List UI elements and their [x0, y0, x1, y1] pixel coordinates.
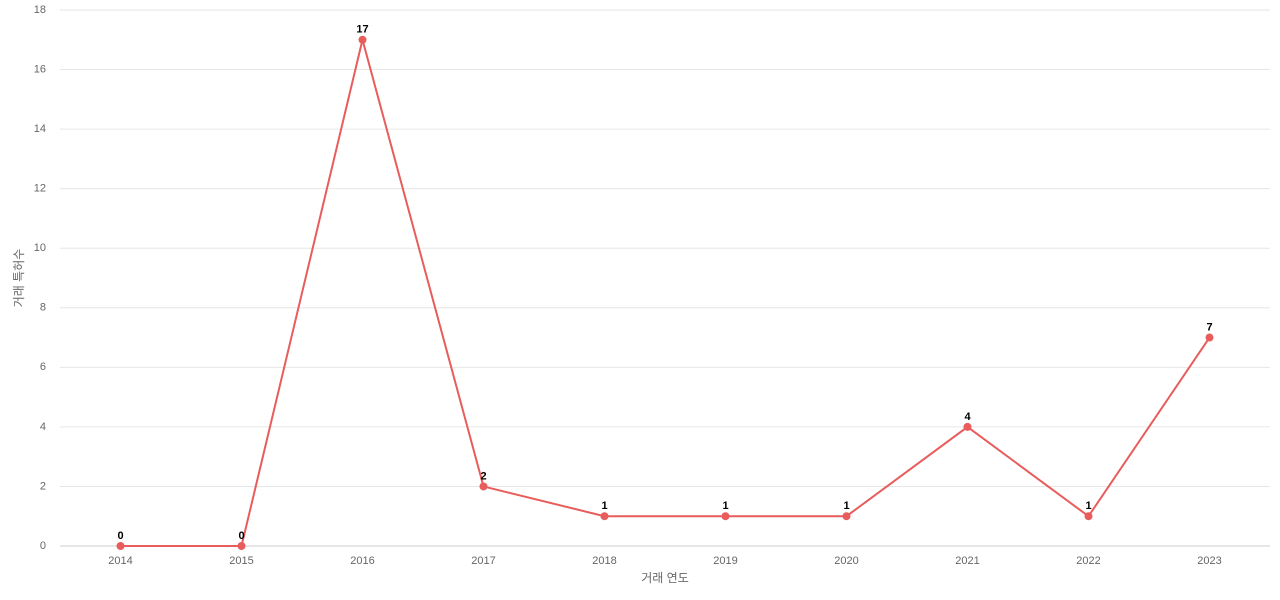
y-tick-label: 14 [34, 123, 46, 135]
x-tick-label: 2023 [1197, 555, 1221, 567]
x-tick-label: 2014 [108, 555, 132, 567]
x-tick-label: 2018 [592, 555, 616, 567]
data-line [120, 39, 1211, 547]
y-tick-label: 0 [40, 540, 46, 552]
y-tick-label: 2 [40, 480, 46, 492]
y-tick-label: 10 [34, 242, 46, 254]
y-tick-label: 18 [34, 4, 46, 16]
data-label: 1 [601, 500, 607, 512]
data-label: 1 [843, 500, 849, 512]
data-point [963, 422, 972, 431]
x-tick-label: 2019 [713, 555, 737, 567]
data-point [358, 35, 367, 44]
data-label: 17 [356, 24, 368, 36]
data-point [600, 512, 609, 521]
x-axis-title: 거래 연도 [641, 571, 689, 585]
data-point [479, 482, 488, 491]
data-label: 7 [1206, 321, 1212, 333]
y-tick-label: 6 [40, 361, 46, 373]
y-tick-label: 16 [34, 63, 46, 75]
x-tick-label: 2015 [229, 555, 253, 567]
data-label: 4 [964, 411, 971, 423]
x-tick-label: 2020 [834, 555, 858, 567]
y-tick-label: 4 [40, 421, 46, 433]
y-tick-label: 8 [40, 302, 46, 314]
x-tick-label: 2016 [350, 555, 374, 567]
data-point [1205, 333, 1214, 342]
y-tick-label: 12 [34, 183, 46, 195]
data-point [842, 512, 851, 521]
data-label: 0 [117, 530, 123, 542]
data-point [721, 512, 730, 521]
data-label: 2 [480, 470, 486, 482]
data-label: 0 [238, 530, 244, 542]
data-label: 1 [722, 500, 728, 512]
x-tick-label: 2021 [955, 555, 979, 567]
y-axis-title: 거래 특허수 [12, 249, 26, 308]
data-label: 1 [1085, 500, 1091, 512]
data-point [116, 542, 125, 550]
data-point [237, 542, 246, 550]
x-tick-label: 2022 [1076, 555, 1100, 567]
data-point [1084, 512, 1093, 521]
x-tick-label: 2017 [471, 555, 495, 567]
